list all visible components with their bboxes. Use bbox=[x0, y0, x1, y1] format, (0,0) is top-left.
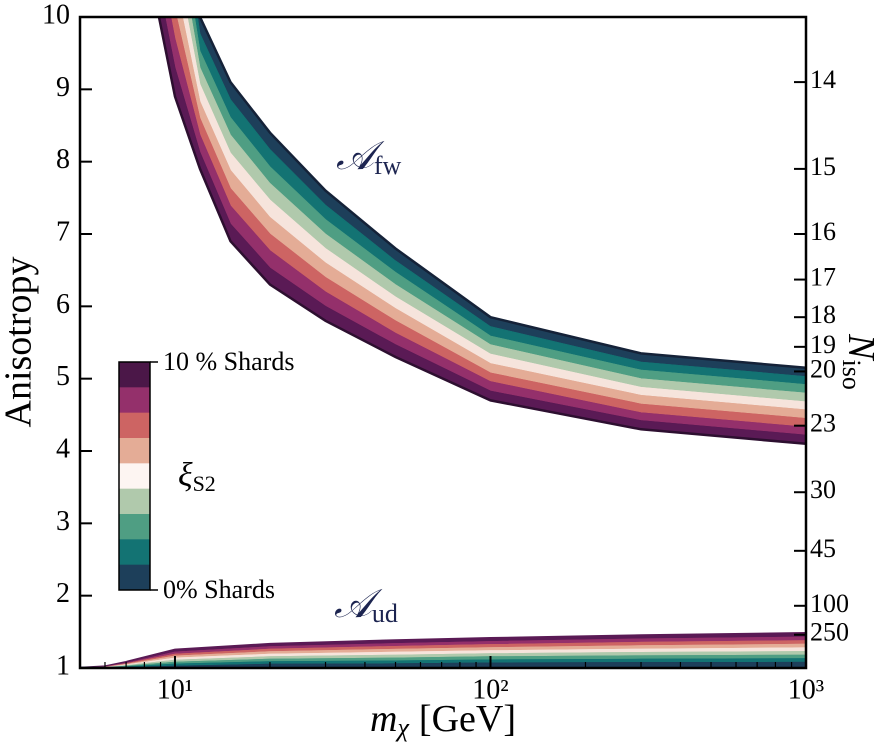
curve bbox=[170, 17, 806, 428]
y-tick-label: 2 bbox=[56, 578, 70, 609]
colorbar-cell bbox=[119, 412, 150, 439]
curve bbox=[164, 17, 806, 436]
curve bbox=[80, 640, 806, 668]
x-axis-label: mχ [GeV] bbox=[370, 698, 516, 742]
curve bbox=[157, 17, 806, 446]
y-tick-label: 1 bbox=[56, 650, 70, 681]
y2-tick-label: 250 bbox=[810, 618, 849, 647]
colorbar-frame bbox=[118, 361, 151, 591]
curve-label: 𝒜fw bbox=[336, 133, 402, 180]
curve-label: 𝒜ud bbox=[334, 581, 398, 628]
x-tick-label: 10³ bbox=[788, 674, 824, 705]
y2-tick-label: 15 bbox=[810, 152, 836, 181]
y-tick-label: 10 bbox=[42, 0, 70, 30]
curve bbox=[190, 17, 806, 394]
y-axis-label: Anisotropy bbox=[0, 257, 40, 428]
x-tick-label: 10² bbox=[472, 674, 508, 705]
colorbar-cell bbox=[119, 514, 150, 540]
colorbar-label: ξS2 bbox=[178, 457, 216, 496]
y2-tick-label: 19 bbox=[810, 330, 836, 359]
y2-tick-label: 30 bbox=[810, 475, 836, 504]
y2-tick-label: 20 bbox=[810, 354, 836, 383]
y2-tick-label: 18 bbox=[810, 300, 836, 329]
colorbar-cell bbox=[119, 387, 150, 414]
curve bbox=[80, 651, 806, 668]
curve bbox=[194, 17, 806, 385]
y2-label-main: N bbox=[840, 333, 881, 362]
curve-label-sub: ud bbox=[372, 599, 398, 628]
curve-label-sub: fw bbox=[374, 151, 402, 180]
colorbar-cell bbox=[119, 539, 150, 566]
colorbar-label-sub: S2 bbox=[193, 471, 216, 496]
y-tick-label: 3 bbox=[56, 506, 70, 537]
x-label-unit: [GeV] bbox=[419, 698, 516, 740]
y-tick-label: 4 bbox=[56, 433, 70, 464]
curve bbox=[176, 17, 806, 419]
y2-tick-label: 100 bbox=[810, 589, 849, 618]
colorbar-label-main: ξ bbox=[178, 457, 193, 494]
y2-tick-label: 14 bbox=[810, 65, 836, 94]
y2-axis-label: Niso bbox=[837, 333, 881, 390]
curve bbox=[198, 17, 806, 370]
x-label-main: m bbox=[370, 698, 397, 740]
colorbar: 10 % Shards 0% Shards ξS2 bbox=[118, 347, 294, 604]
x-tick-label: 10¹ bbox=[157, 674, 193, 705]
y2-label-sub: iso bbox=[837, 360, 866, 390]
colorbar-cell bbox=[119, 488, 150, 515]
colorbar-top-label: 10 % Shards bbox=[163, 347, 294, 376]
colorbar-bottom-label: 0% Shards bbox=[163, 575, 275, 604]
y-tick-label: 6 bbox=[56, 289, 70, 320]
y2-tick-label: 17 bbox=[810, 263, 836, 292]
y-tick-label: 8 bbox=[56, 144, 70, 175]
colorbar-cell bbox=[119, 564, 150, 591]
y2-tick-label: 16 bbox=[810, 217, 836, 246]
curve bbox=[197, 17, 806, 377]
colorbar-cell bbox=[119, 362, 150, 388]
y2-tick-label: 23 bbox=[810, 409, 836, 438]
x-label-sub: χ bbox=[394, 713, 409, 742]
curve bbox=[182, 17, 806, 411]
y-tick-label: 7 bbox=[56, 216, 70, 247]
colorbar-cell bbox=[119, 463, 150, 490]
plot-frame bbox=[78, 15, 808, 670]
y-tick-label: 9 bbox=[56, 72, 70, 103]
colorbar-cell bbox=[119, 438, 150, 464]
plot-area bbox=[80, 17, 806, 668]
y2-tick-label: 45 bbox=[810, 534, 836, 563]
y-tick-label: 5 bbox=[56, 361, 70, 392]
